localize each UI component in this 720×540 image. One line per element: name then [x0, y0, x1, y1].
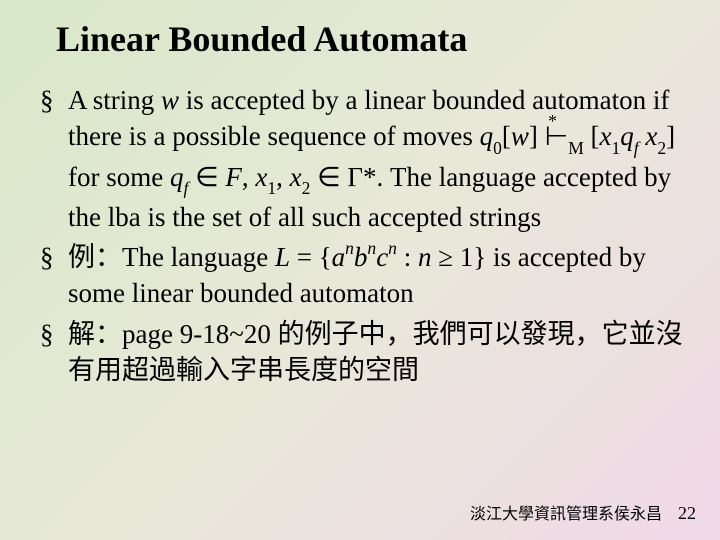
bullet-2: 例：The language L = {anbncn : n ≥ 1} is a… — [36, 239, 684, 312]
b2-an: n — [345, 238, 354, 258]
b2-eq: = { — [290, 242, 332, 272]
b2-L: L — [275, 242, 290, 272]
b1-qf2: q — [170, 162, 184, 192]
b1-qfs: f — [634, 138, 639, 158]
bullet-1: A string w is accepted by a linear bound… — [36, 82, 684, 235]
b1-x2: x — [645, 121, 657, 151]
b1-qf: q — [620, 121, 634, 151]
b1-t1: A string — [68, 85, 161, 115]
b2-col: : — [397, 242, 418, 272]
b1-qf2s: f — [183, 178, 188, 198]
b2-t1: 例：The language — [68, 242, 275, 272]
b1-x1s: 1 — [612, 138, 621, 158]
bullet-3: 解：page 9-18~20 的例子中，我們可以發現，它並沒有用超過輸入字串長度… — [36, 316, 684, 389]
page-number: 22 — [678, 503, 696, 523]
b1-x2s: 2 — [657, 138, 666, 158]
slide-footer: 淡江大學資訊管理系侯永昌 22 — [470, 500, 696, 524]
b1-x1bs: 1 — [267, 178, 276, 198]
turnstile-icon: ⊢* — [545, 118, 569, 154]
b2-bn: n — [367, 238, 376, 258]
b1-x2bs: 2 — [302, 178, 311, 198]
b2-cn: n — [388, 238, 397, 258]
b1-c2: , — [276, 162, 290, 192]
b1-br2: ] — [529, 121, 545, 151]
b1-w: w — [161, 85, 179, 115]
bullet-list: A string w is accepted by a linear bound… — [36, 82, 684, 389]
slide-title: Linear Bounded Automata — [56, 18, 684, 60]
b1-c: , — [242, 162, 256, 192]
b1-m: M — [568, 138, 584, 158]
b2-a: a — [332, 242, 346, 272]
b1-x1: x — [600, 121, 612, 151]
b1-star: * — [548, 110, 557, 134]
b1-sp: [ — [584, 121, 600, 151]
b1-x2b: x — [290, 162, 302, 192]
b1-w2: w — [511, 121, 529, 151]
b1-q0s: 0 — [493, 138, 502, 158]
b2-b: b — [354, 242, 368, 272]
b3-t1: 解：page 9-18~20 的例子中，我們可以發現，它並沒有用超過輸入字串長度… — [68, 319, 683, 385]
b1-q0: q — [480, 121, 494, 151]
b2-c: c — [376, 242, 388, 272]
b1-F: F — [225, 162, 242, 192]
b1-x1b: x — [255, 162, 267, 192]
b1-br1: [ — [502, 121, 511, 151]
footer-text: 淡江大學資訊管理系侯永昌 — [470, 506, 662, 523]
b1-in: ∈ — [188, 162, 225, 192]
b2-n: n — [418, 242, 432, 272]
